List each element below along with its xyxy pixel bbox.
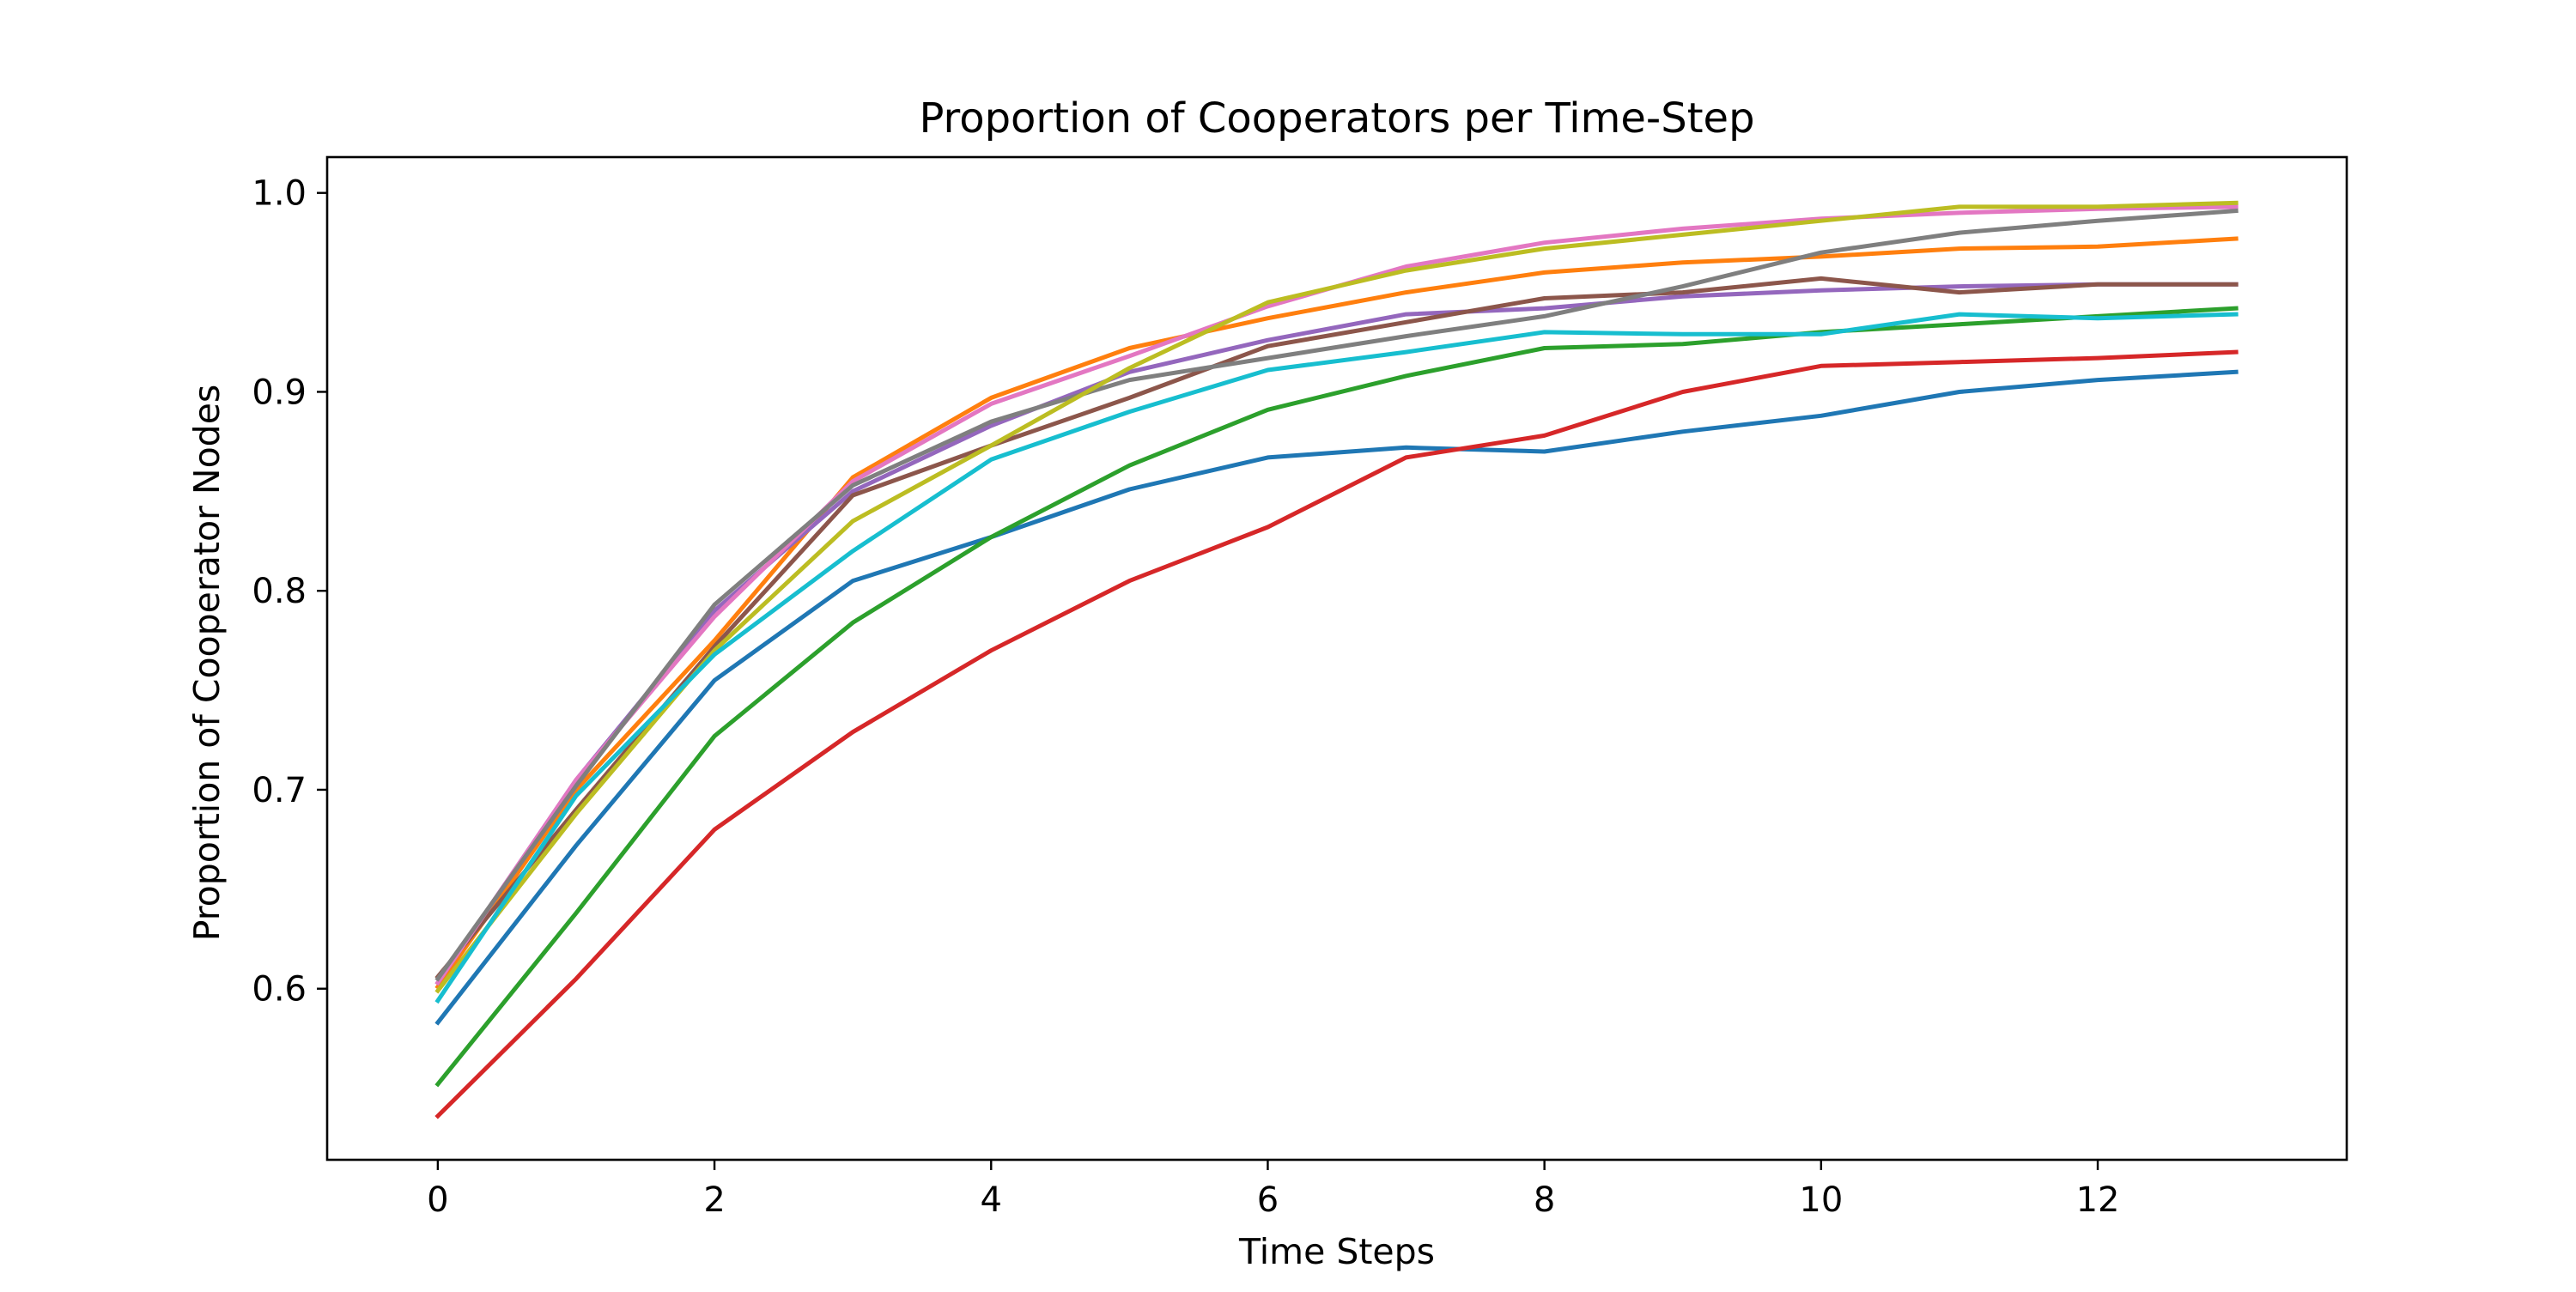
x-tick-label: 6 [1257,1180,1279,1220]
series-line-10 [434,312,2239,1004]
series-line-4 [434,349,2239,1119]
series-line-8 [434,208,2239,982]
plot-frame [325,155,2348,1162]
x-tick-label: 0 [427,1180,448,1220]
x-tick-label: 4 [981,1180,1002,1220]
series-line-2 [434,236,2239,990]
series-line-1 [434,369,2239,1026]
series-line-9 [434,200,2239,994]
ticks-layer: 0 2 4 6 8 10 12 0.6 0.7 0.8 0.9 1.0 [252,174,2119,1220]
chart-title: Proportion of Cooperators per Time-Step [919,94,1754,143]
y-axis-label: Proportion of Cooperator Nodes [186,385,228,942]
x-tick-label: 12 [2076,1180,2120,1220]
x-tick-label: 10 [1799,1180,1843,1220]
y-tick-label: 0.7 [252,771,307,810]
y-tick-label: 1.0 [252,174,307,214]
x-tick-label: 8 [1534,1180,1555,1220]
y-tick-label: 0.9 [252,373,307,412]
series-layer [434,200,2239,1119]
y-tick-label: 0.8 [252,572,307,611]
x-axis-label: Time Steps [1238,1231,1435,1272]
series-line-5 [434,282,2239,986]
series-line-6 [434,276,2239,980]
x-tick-label: 2 [703,1180,725,1220]
y-tick-label: 0.6 [252,970,307,1010]
series-line-3 [434,306,2239,1088]
